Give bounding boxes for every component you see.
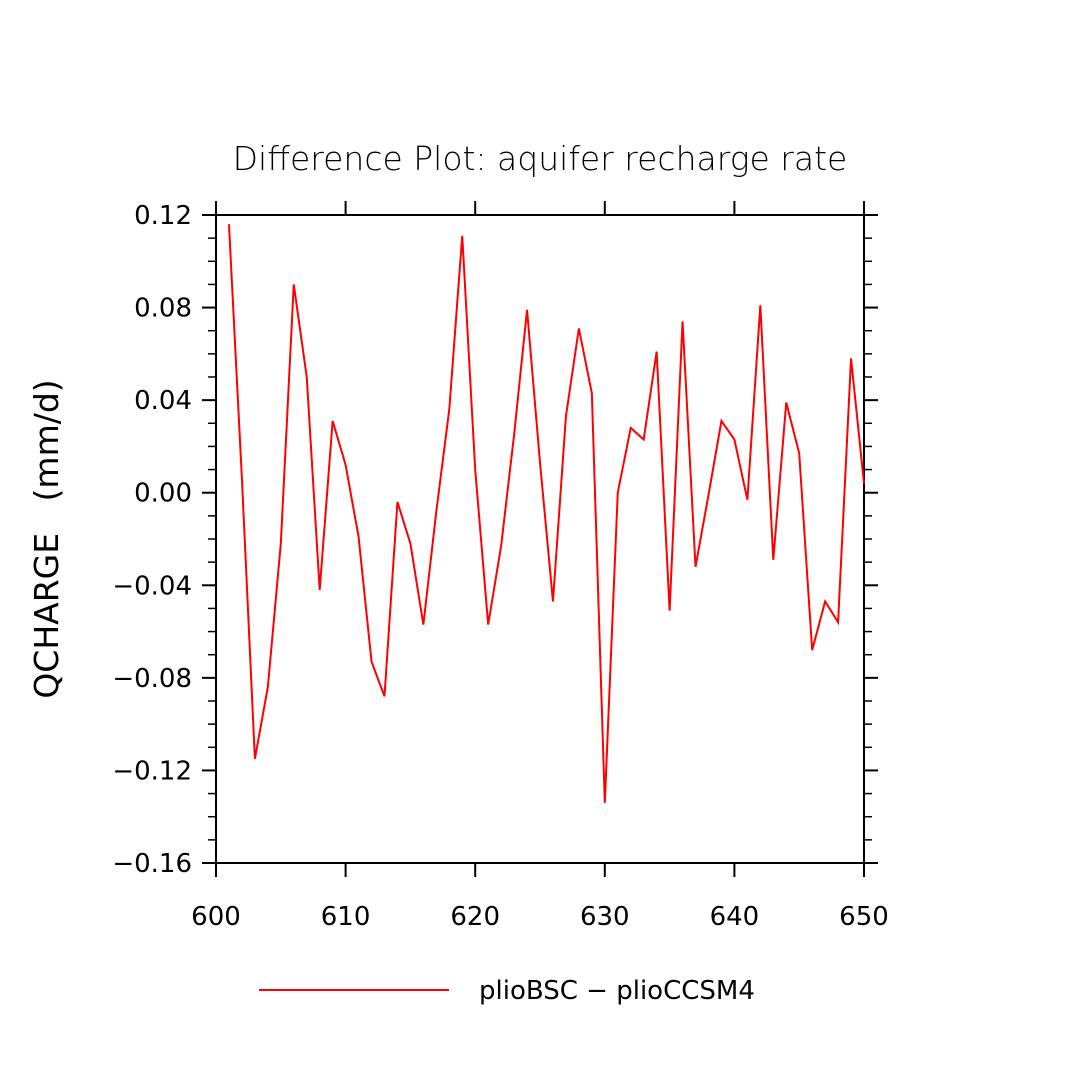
y-tick-label: −0.16	[112, 849, 192, 879]
x-tick-label: 650	[839, 902, 889, 932]
y-tick-label: 0.00	[134, 479, 192, 509]
x-tick-label: 640	[710, 902, 760, 932]
y-tick-label: 0.04	[134, 386, 192, 416]
x-tick-label: 630	[580, 902, 630, 932]
y-axis-label: QCHARGE (mm/d)	[27, 379, 66, 698]
y-tick-label: −0.12	[112, 756, 192, 786]
legend: plioBSC − plioCCSM4	[259, 976, 755, 1006]
y-tick-label: −0.08	[112, 664, 192, 694]
x-tick-label: 600	[191, 902, 241, 932]
series-line-0	[227, 224, 865, 803]
x-tick-label: 620	[450, 902, 500, 932]
y-tick-label: 0.08	[134, 294, 192, 324]
legend-entry-label: plioBSC − plioCCSM4	[479, 976, 755, 1006]
plot-area: 600 610 620 630 640 650 −0.16 −0.12 −0.08 −0.04 0.…	[112, 201, 889, 932]
plot-frame	[215, 214, 865, 864]
y-tick-label: 0.12	[134, 201, 192, 231]
x-tick-label: 610	[321, 902, 371, 932]
y-tick-label: −0.04	[112, 571, 192, 601]
chart-title: Difference Plot: aquifer recharge rate	[233, 139, 848, 178]
